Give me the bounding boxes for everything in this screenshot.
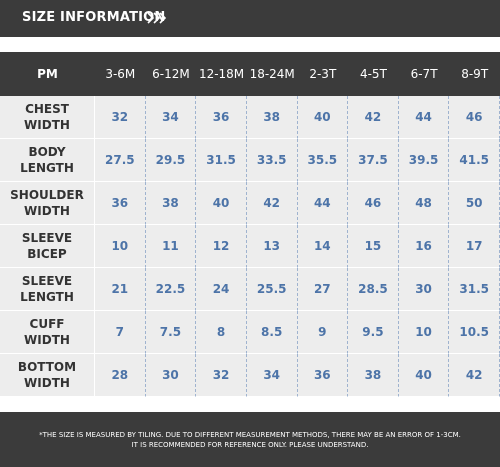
row-label-line: WIDTH [24, 118, 70, 132]
size-value: 38 [348, 354, 399, 397]
row-label-line: CHEST [25, 102, 69, 116]
size-value: 25.5 [246, 268, 298, 311]
size-value: 13 [246, 225, 298, 268]
size-value: 9.5 [348, 311, 399, 354]
column-header: 12-18M [196, 52, 247, 96]
row-label-line: BODY [28, 145, 66, 159]
size-value: 42 [246, 182, 298, 225]
size-value: 41.5 [449, 139, 500, 182]
size-value: 40 [398, 354, 450, 397]
size-value: 42 [348, 96, 399, 139]
column-header: 6-7T [398, 52, 450, 96]
size-value: 7.5 [145, 311, 197, 354]
size-value: 46 [449, 96, 500, 139]
row-label: BOTTOM WIDTH [0, 354, 95, 397]
row-label-line: SLEEVE [21, 231, 73, 245]
size-value: 44 [297, 182, 349, 225]
title: SIZE INFORMATION [22, 10, 166, 25]
column-header: PM [0, 52, 95, 96]
row-label-line: SHOULDER [10, 188, 84, 202]
size-table: PM 3-6M 6-12M 12-18M 18-24M 2-3T 4-5T 6-7T 8-9T C… [0, 52, 500, 397]
size-value: 15 [348, 225, 399, 268]
size-value: 22.5 [145, 268, 197, 311]
size-value: 14 [297, 225, 349, 268]
row-label: CHEST WIDTH [0, 96, 95, 139]
size-value: 32 [196, 354, 247, 397]
row-label-line: BOTTOM [17, 360, 77, 374]
row-label: SLEEVE BICEP [0, 225, 95, 268]
size-value: 16 [398, 225, 450, 268]
size-value: 31.5 [449, 268, 500, 311]
footer-note: IT IS RECOMMENDED FOR REFERENCE ONLY. PL… [131, 441, 369, 449]
size-value: 36 [95, 182, 146, 225]
size-value: 28.5 [348, 268, 399, 311]
column-header: 6-12M [145, 52, 197, 96]
size-value: 36 [196, 96, 247, 139]
size-value: 40 [297, 96, 349, 139]
row-label: BODY LENGTH [0, 139, 95, 182]
size-value: 29.5 [145, 139, 197, 182]
row-label-line: BICEP [27, 247, 67, 261]
size-value: 24 [196, 268, 247, 311]
size-value: 48 [398, 182, 450, 225]
size-value: 37.5 [348, 139, 399, 182]
chevrons [147, 12, 167, 24]
column-header: 2-3T [297, 52, 349, 96]
footer: *THE SIZE IS MEASURED BY TILING. DUE TO … [0, 412, 500, 467]
row-label: CUFF WIDTH [0, 311, 95, 354]
row-label-line: WIDTH [24, 376, 70, 390]
size-value: 8 [196, 311, 247, 354]
size-value: 44 [398, 96, 450, 139]
size-value: 10 [95, 225, 146, 268]
size-value: 27 [297, 268, 349, 311]
column-header: 4-5T [348, 52, 399, 96]
size-value: 8.5 [246, 311, 298, 354]
size-value: 9 [297, 311, 349, 354]
column-header: 3-6M [95, 52, 146, 96]
size-value: 11 [145, 225, 197, 268]
row-label-line: WIDTH [24, 333, 70, 347]
size-value: 40 [196, 182, 247, 225]
title-bar: SIZE INFORMATION [0, 0, 500, 37]
row-label-line: LENGTH [20, 290, 74, 304]
size-value: 38 [246, 96, 298, 139]
size-value: 46 [348, 182, 399, 225]
size-value: 34 [246, 354, 298, 397]
size-value: 36 [297, 354, 349, 397]
size-value: 35.5 [297, 139, 349, 182]
size-value: 27.5 [95, 139, 146, 182]
size-value: 10 [398, 311, 450, 354]
size-value: 31.5 [196, 139, 247, 182]
size-value: 12 [196, 225, 247, 268]
size-value: 32 [95, 96, 146, 139]
footer-note: *THE SIZE IS MEASURED BY TILING. DUE TO … [39, 431, 461, 439]
row-label: SLEEVE LENGTH [0, 268, 95, 311]
size-value: 28 [95, 354, 146, 397]
column-header: 18-24M [246, 52, 298, 96]
row-label-line: SLEEVE [21, 274, 73, 288]
column-header: 8-9T [449, 52, 500, 96]
size-value: 10.5 [449, 311, 500, 354]
row-label-line: CUFF [29, 317, 65, 331]
size-value: 30 [145, 354, 197, 397]
size-value: 39.5 [398, 139, 450, 182]
row-label: SHOULDER WIDTH [0, 182, 95, 225]
size-value: 33.5 [246, 139, 298, 182]
size-value: 21 [95, 268, 146, 311]
size-value: 38 [145, 182, 197, 225]
row-label-line: WIDTH [24, 204, 70, 218]
size-value: 17 [449, 225, 500, 268]
size-value: 42 [449, 354, 500, 397]
size-value: 34 [145, 96, 197, 139]
row-label-line: LENGTH [20, 161, 74, 175]
size-value: 7 [95, 311, 146, 354]
size-value: 50 [449, 182, 500, 225]
size-value: 30 [398, 268, 450, 311]
